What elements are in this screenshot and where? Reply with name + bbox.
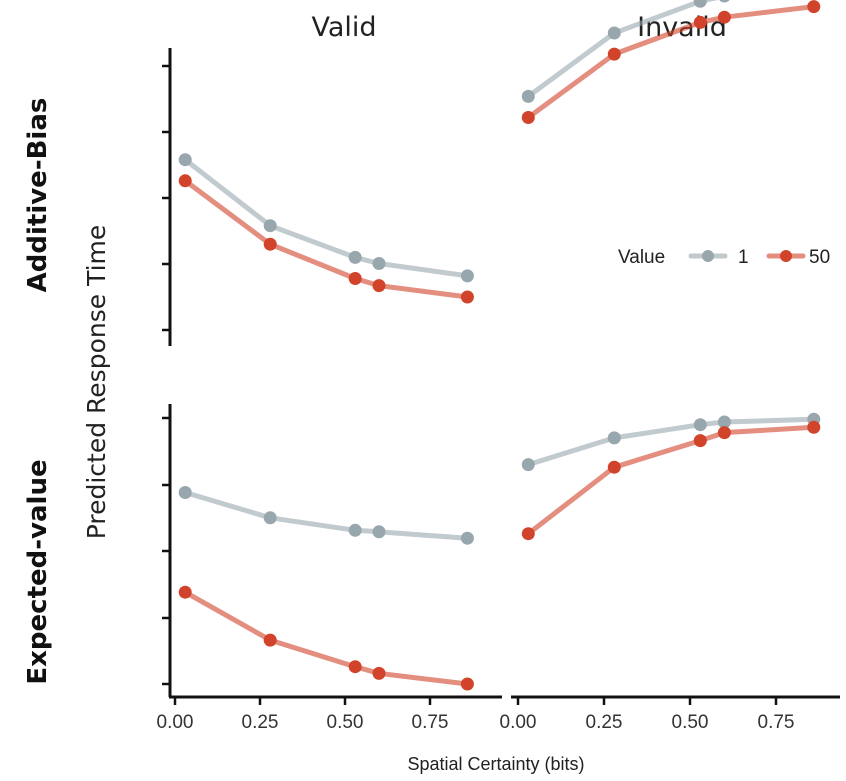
column-title-valid: Valid (311, 12, 376, 43)
data-point-value-50 (807, 0, 821, 14)
y-axis-title: Predicted Response Time (82, 225, 111, 540)
x-tick-label: 0.50 (672, 712, 709, 733)
legend-key-point-1 (702, 250, 714, 262)
data-point-value-50 (460, 677, 474, 691)
x-tick-label: 0.50 (327, 712, 364, 733)
panel-additive-bias-invalid (521, 0, 821, 124)
legend-title: Value (618, 247, 665, 268)
data-point-value-1 (372, 257, 386, 270)
data-point-value-1 (719, 0, 730, 3)
data-point-value-1 (607, 26, 621, 40)
x-tick-label: 0.25 (586, 712, 623, 733)
data-point-value-50 (460, 290, 474, 304)
data-point-value-50 (717, 10, 731, 24)
axes-layer (168, 48, 840, 699)
data-point-value-50 (693, 434, 707, 448)
x-tick-label: 0.75 (412, 712, 449, 733)
data-point-value-1 (607, 431, 621, 445)
data-point-value-50 (693, 15, 707, 29)
data-point-value-50 (348, 272, 362, 285)
series-line-value-1 (182, 490, 470, 541)
row-label-expected-value: Expected-value (23, 459, 53, 684)
series-layer (178, 0, 821, 691)
panel-expected-value-invalid (521, 412, 821, 541)
data-point-value-50 (372, 279, 386, 293)
y-ticks-top (162, 64, 170, 332)
x-tick-label: 0.75 (758, 712, 795, 733)
data-point-value-1 (178, 153, 192, 167)
x-axis-title: Spatial Certainty (bits) (407, 754, 584, 774)
row-label-additive-bias: Additive-Bias (23, 98, 53, 293)
legend-key-point-50 (780, 250, 792, 262)
data-point-value-1 (521, 89, 535, 103)
data-point-value-50 (607, 460, 621, 474)
data-point-value-50 (348, 660, 362, 674)
series-line-value-50 (182, 589, 470, 687)
x-tick-label: 0.00 (500, 712, 537, 733)
data-point-value-50 (807, 420, 821, 434)
x-ticks-left: 0.00 0.25 0.50 0.75 (157, 697, 449, 733)
legend-label-50: 50 (809, 247, 830, 268)
data-point-value-1 (693, 0, 707, 8)
data-point-value-50 (178, 174, 192, 188)
data-point-value-1 (348, 250, 362, 264)
data-point-value-1 (372, 525, 386, 539)
data-point-value-1 (717, 415, 731, 429)
data-point-value-1 (460, 531, 474, 545)
data-point-value-1 (348, 523, 362, 537)
data-point-value-1 (460, 269, 474, 283)
series-line-value-1 (182, 157, 470, 279)
data-point-value-1 (693, 418, 707, 432)
series-line-value-1 (525, 0, 718, 99)
data-point-value-50 (717, 426, 731, 440)
data-point-value-50 (607, 47, 621, 61)
data-point-value-50 (521, 527, 535, 541)
data-point-value-50 (178, 585, 192, 599)
legend-label-1: 1 (738, 247, 749, 268)
x-ticks-right: 0.00 0.25 0.50 0.75 (500, 697, 795, 733)
data-point-value-50 (263, 633, 277, 647)
y-ticks-bottom (162, 416, 170, 686)
data-point-value-1 (263, 219, 277, 233)
panel-additive-bias-valid (178, 153, 474, 304)
x-tick-label: 0.00 (157, 712, 194, 733)
data-point-value-50 (521, 111, 535, 124)
data-point-value-50 (263, 237, 277, 251)
data-point-value-1 (521, 458, 535, 472)
series-line-value-50 (525, 424, 817, 537)
panel-expected-value-valid (178, 486, 474, 691)
data-point-value-50 (372, 666, 386, 680)
data-point-value-1 (178, 486, 192, 499)
data-point-value-1 (263, 511, 277, 525)
x-tick-label: 0.25 (242, 712, 279, 733)
legend: Value 1 50 (618, 247, 830, 268)
series-line-value-1 (525, 416, 817, 468)
series-line-value-50 (182, 178, 470, 300)
